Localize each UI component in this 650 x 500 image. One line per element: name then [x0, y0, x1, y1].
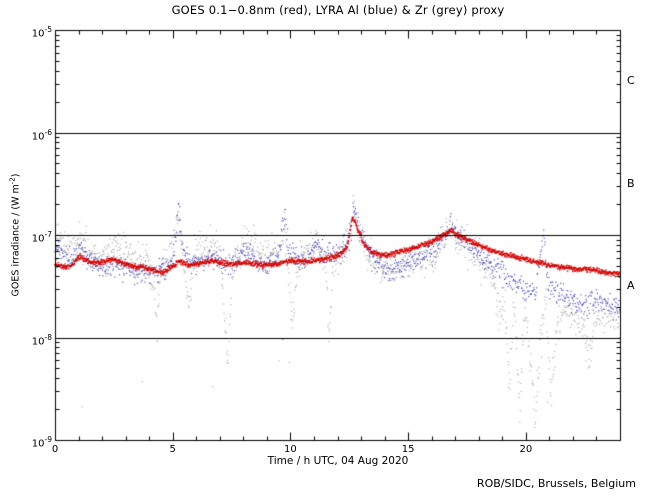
x-tick-label: 15 — [401, 444, 415, 455]
x-tick-label: 0 — [51, 444, 59, 455]
flare-class-label: C — [627, 74, 635, 88]
flare-class-label: B — [627, 176, 635, 190]
credit-text: ROB/SIDC, Brussels, Belgium — [476, 477, 636, 490]
y-tick-label: 10-9 — [31, 435, 52, 450]
x-tick-label: 5 — [169, 444, 176, 455]
flare-class-label: A — [627, 279, 635, 293]
x-tick-label: 20 — [519, 444, 533, 455]
x-tick-label: 10 — [284, 444, 297, 455]
y-tick-label: 10-8 — [31, 332, 52, 347]
y-tick-label: 10-6 — [31, 127, 52, 142]
x-axis-title: Time / h UTC, 04 Aug 2020 — [267, 455, 409, 467]
y-tick-label: 10-7 — [31, 230, 52, 245]
chart-title: GOES 0.1−0.8nm (red), LYRA Al (blue) & Z… — [171, 3, 505, 17]
y-tick-label: 10-5 — [31, 25, 52, 40]
